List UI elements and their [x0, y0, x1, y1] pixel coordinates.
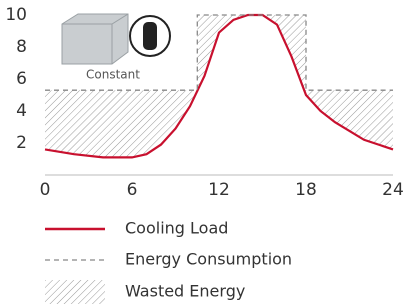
y-tick-label: 2 [16, 133, 27, 153]
y-tick-label: 10 [5, 5, 27, 25]
y-tick-label: 6 [16, 69, 27, 89]
compressor-icon [143, 22, 157, 50]
inset-label: Constant [86, 68, 140, 82]
y-tick-label: 4 [16, 101, 27, 121]
x-tick-label: 24 [382, 180, 404, 200]
inset: Constant [52, 10, 174, 86]
unit-icon [62, 14, 128, 64]
chart: 06121824246810 Constant Cooling LoadEner… [0, 0, 405, 308]
x-tick-label: 0 [40, 180, 51, 200]
x-tick-label: 6 [127, 180, 138, 200]
legend-swatch [45, 280, 105, 304]
x-tick-label: 18 [295, 180, 317, 200]
legend-label: Wasted Energy [125, 282, 245, 301]
x-tick-label: 12 [208, 180, 230, 200]
legend-label: Energy Consumption [125, 250, 292, 269]
y-tick-label: 8 [16, 37, 27, 57]
legend-label: Cooling Load [125, 219, 228, 238]
